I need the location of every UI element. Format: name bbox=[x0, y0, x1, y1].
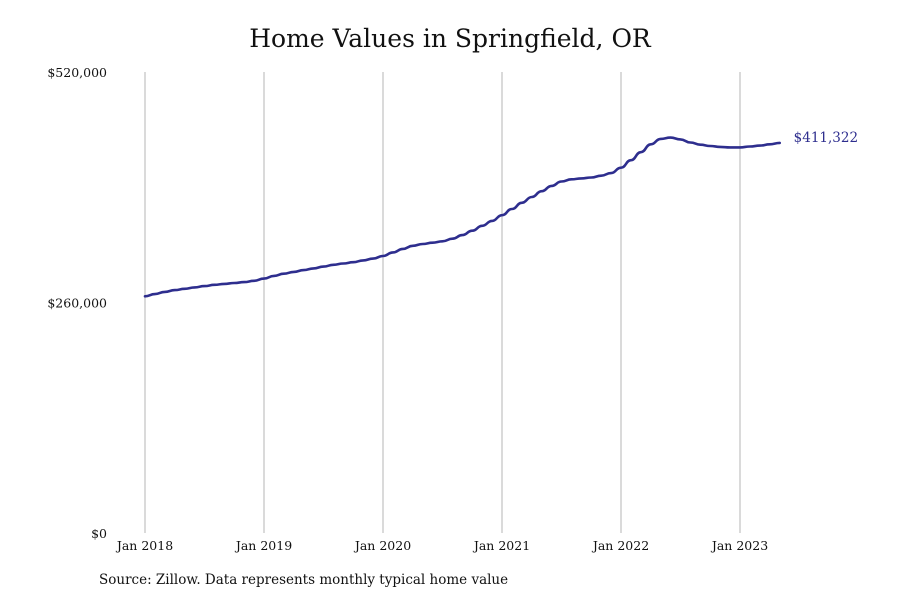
x-axis-ticks: Jan 2018 Jan 2019 Jan 2020 Jan 2021 Jan 2022… bbox=[115, 538, 768, 553]
y-tick-label: $520,000 bbox=[47, 65, 107, 80]
series-line bbox=[143, 136, 781, 298]
y-tick-label: $0 bbox=[91, 526, 107, 541]
source-note: Source: Zillow. Data represents monthly … bbox=[99, 572, 509, 588]
y-tick-label: $260,000 bbox=[47, 296, 107, 311]
x-tick-label: Jan 2020 bbox=[353, 538, 411, 553]
x-tick-label: Jan 2019 bbox=[234, 538, 292, 553]
x-tick-label: Jan 2023 bbox=[710, 538, 768, 553]
end-value-label: $411,322 bbox=[794, 130, 858, 146]
grid-lines bbox=[144, 72, 741, 533]
y-axis-ticks: $0 $260,000 $520,000 bbox=[47, 65, 107, 541]
x-tick-label: Jan 2018 bbox=[115, 538, 173, 553]
x-tick-label: Jan 2021 bbox=[472, 538, 530, 553]
series-line-group bbox=[143, 136, 781, 298]
end-label-group: $411,322 bbox=[794, 130, 858, 146]
x-tick-label: Jan 2022 bbox=[591, 538, 649, 553]
chart-title: Home Values in Springfield, OR bbox=[249, 24, 651, 53]
